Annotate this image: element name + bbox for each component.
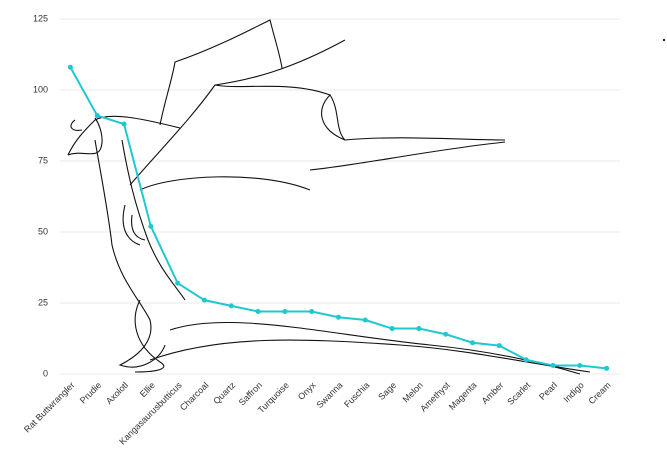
data-point [550,362,556,368]
x-tick-label: Fuschia [342,380,371,409]
data-point [523,357,529,363]
data-point [148,223,154,229]
data-point [94,113,100,119]
data-point [362,317,368,323]
x-tick-label: Indigo [561,380,585,404]
x-tick-label: Rat Buttwrangler [22,380,76,434]
data-point [228,303,234,309]
x-tick-label: Amethyst [418,380,452,414]
x-tick-label: Scarlet [505,380,532,407]
x-tick-label: Swanna [315,380,345,410]
x-tick-label: Magenta [447,380,479,412]
data-point [255,309,261,315]
data-point [336,314,341,320]
y-tick-label: 125 [33,13,48,23]
x-tick-label: Pearl [537,380,559,402]
data-point [67,64,73,70]
data-point [496,343,502,349]
data-point [121,121,127,127]
x-tick-label: Melon [401,380,425,404]
y-tick-label: 75 [38,155,48,165]
dragon-illustration [67,19,666,375]
x-tick-label: Quartz [211,380,238,407]
y-tick-label: 50 [38,226,48,236]
data-point [577,362,583,368]
y-tick-label: 100 [33,84,48,94]
data-point [604,365,610,371]
x-tick-label: Sage [376,380,398,402]
data-point [416,326,422,332]
x-tick-label: Amber [480,380,506,406]
x-tick-label: Axolotl [104,380,130,406]
x-tick-label: Cream [587,380,613,406]
x-tick-label: Onyx [296,380,318,402]
data-point [175,280,181,286]
x-tick-label: Ellie [138,380,157,399]
data-point [282,309,288,315]
x-tick-label: Charcoal [178,380,211,413]
data-point [389,326,395,332]
data-point [309,309,315,315]
x-tick-label: Prudie [78,380,103,405]
data-point [470,340,476,346]
y-tick-label: 0 [43,368,48,378]
data-point [201,297,207,303]
y-tick-label: 25 [38,297,48,307]
data-point [443,331,449,337]
